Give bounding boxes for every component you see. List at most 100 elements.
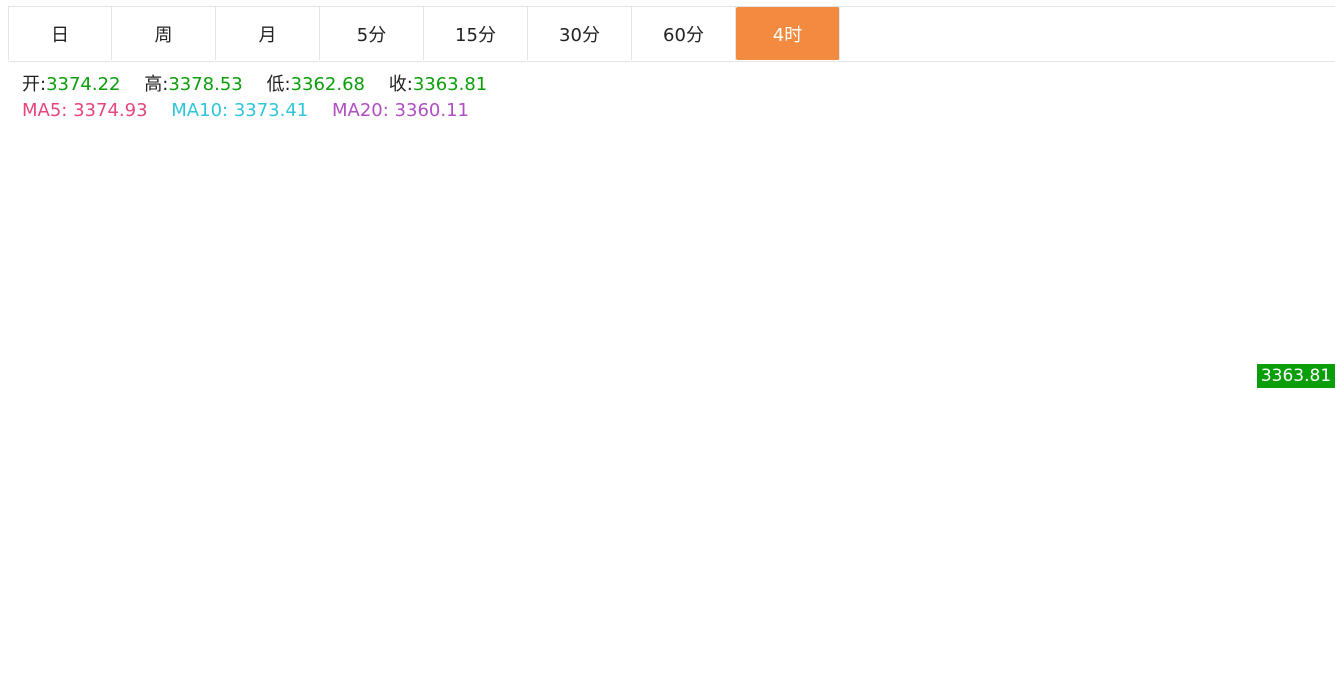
candle-down	[1177, 342, 1185, 377]
candle-down	[1159, 318, 1167, 337]
close-value: 3363.81	[412, 74, 488, 95]
open-value: 3374.22	[46, 74, 121, 95]
candle-down	[1168, 336, 1176, 342]
candle-down	[1051, 367, 1059, 413]
candle-down	[574, 302, 582, 306]
tab-6[interactable]: 60分	[632, 7, 736, 60]
candle-down	[646, 156, 654, 217]
candle-down	[763, 438, 771, 466]
candle-up	[790, 440, 798, 478]
y-tick-label: 3405.99	[1261, 230, 1327, 249]
candle-up	[1150, 319, 1158, 324]
candle-down	[754, 432, 762, 440]
candle-down	[916, 479, 924, 573]
candle-down	[988, 596, 996, 614]
candle-down	[70, 559, 78, 578]
candle-down	[241, 377, 249, 393]
ohlc-legend: 开:3374.22 高:3378.53 低:3362.68 收:3363.81 …	[22, 72, 505, 124]
candle-up	[1060, 394, 1068, 413]
candle-up	[943, 601, 951, 661]
candle-down	[628, 185, 636, 194]
candle-up	[313, 377, 321, 382]
high-label: 高:	[144, 74, 169, 95]
period-tabs: 日周月 5分 15分 30分 60分 4时	[8, 6, 1335, 62]
candle-down	[745, 392, 753, 434]
candle-down	[979, 576, 987, 598]
candle-up	[1141, 322, 1149, 343]
candle-up	[601, 163, 609, 220]
candle-up	[637, 156, 645, 194]
candle-up	[115, 550, 123, 582]
candle-down	[457, 448, 465, 462]
tab-1[interactable]: 周	[112, 7, 216, 60]
candle-down	[25, 455, 33, 471]
candle-down	[682, 298, 690, 327]
open-label: 开:	[22, 74, 47, 95]
candle-down	[340, 489, 348, 502]
candle-up	[214, 412, 222, 454]
candle-up	[520, 366, 528, 400]
candle-up	[727, 352, 735, 363]
candle-down	[934, 577, 942, 662]
y-tick-label: 3336.32	[1261, 457, 1327, 476]
candle-down	[925, 570, 933, 577]
candle-down	[493, 398, 501, 413]
tab-4[interactable]: 15分	[424, 7, 528, 60]
candle-down	[997, 611, 1005, 635]
tab-5[interactable]: 30分	[528, 7, 632, 60]
candle-up	[7, 476, 15, 528]
tab-3[interactable]: 5分	[320, 7, 424, 60]
ma5-value: 3374.93	[73, 100, 148, 121]
candle-up	[259, 354, 267, 396]
candle-down	[97, 614, 105, 618]
low-label: 低:	[266, 74, 291, 95]
high-value: 3378.53	[168, 74, 243, 95]
tab-0[interactable]: 日	[8, 7, 112, 60]
candle-down	[970, 558, 978, 578]
candle-up	[304, 380, 312, 433]
candle-down	[529, 366, 537, 369]
ma20-legend: MA20: 3360.11	[332, 100, 469, 121]
candle-up	[772, 462, 780, 465]
candle-down	[52, 509, 60, 532]
candle-down	[88, 575, 96, 617]
candle-down	[142, 509, 150, 514]
y-tick-label: 3433.86	[1261, 139, 1327, 158]
candle-up	[826, 534, 834, 547]
candle-up	[907, 479, 915, 502]
candle-up	[700, 365, 708, 377]
candle-up	[475, 411, 483, 475]
ma10-label: MA10:	[171, 100, 229, 121]
candle-up	[367, 451, 375, 459]
candle-down	[664, 279, 672, 302]
candle-down	[61, 531, 69, 561]
candle-up	[1024, 445, 1032, 599]
candle-up	[1132, 341, 1140, 390]
candle-down	[718, 354, 726, 361]
candle-down	[421, 452, 429, 500]
candle-up	[781, 476, 789, 515]
candle-up	[1105, 326, 1113, 342]
y-tick-label: 3322.39	[1261, 502, 1327, 521]
candle-down	[1123, 341, 1131, 390]
y-tick-label: 3280.59	[1261, 638, 1327, 657]
candle-up	[538, 293, 546, 369]
candle-down	[79, 572, 87, 577]
candle-up	[556, 266, 564, 281]
ma20-label: MA20:	[332, 100, 389, 121]
candle-up	[817, 545, 825, 576]
ma5-legend: MA5: 3374.93	[22, 100, 148, 121]
candle-down	[889, 493, 897, 506]
ma10-legend: MA10: 3373.41	[171, 100, 308, 121]
candle-up	[1033, 425, 1041, 447]
candle-down	[331, 428, 339, 491]
ma10-value: 3373.41	[233, 100, 309, 121]
candle-down	[502, 411, 510, 419]
candle-down	[430, 498, 438, 519]
y-tick-label: 3392.06	[1261, 275, 1327, 294]
candle-up	[448, 455, 456, 461]
candle-up	[952, 581, 960, 603]
tab-7[interactable]: 4时	[736, 7, 840, 60]
tab-2[interactable]: 月	[216, 7, 320, 60]
candle-up	[592, 217, 600, 303]
